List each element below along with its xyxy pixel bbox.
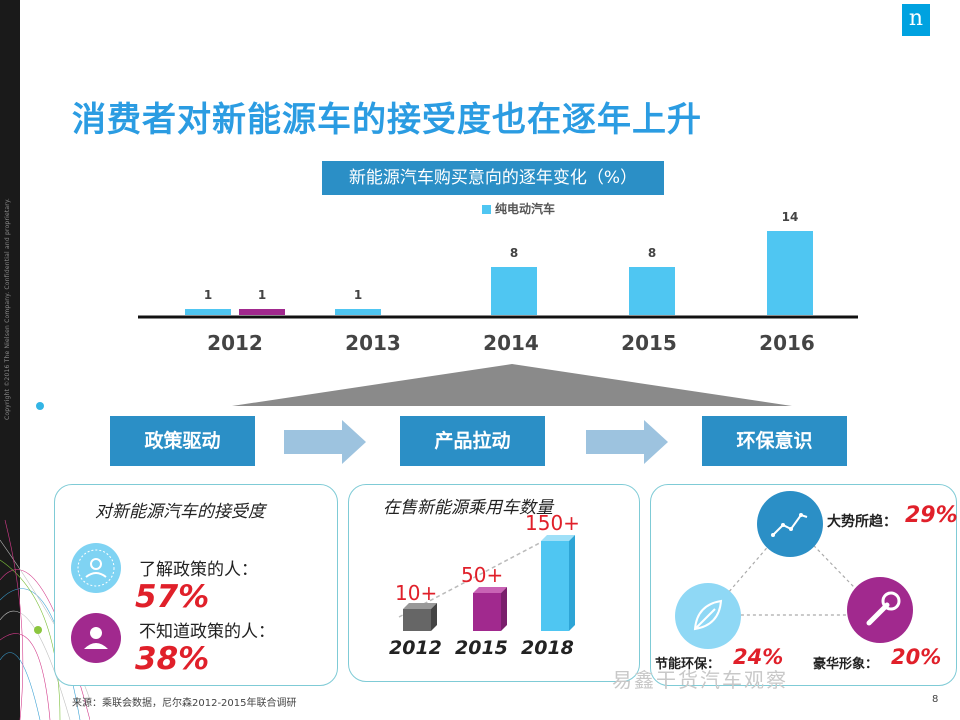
user-icon: [71, 543, 121, 593]
triangle-connector: [707, 520, 883, 616]
x-tick-label-2013: 2013: [345, 331, 401, 355]
eco-label: 节能环保：: [655, 657, 721, 672]
bar-value-label-2012-1: 1: [258, 288, 266, 302]
count-year-2015: 2015: [455, 637, 508, 659]
page-number: 8: [932, 694, 939, 705]
trend-chart-icon: [757, 491, 823, 557]
watermark-text: 易鑫干货汽车观察: [612, 668, 788, 692]
person-icon: [71, 613, 121, 663]
x-tick-label-2012: 2012: [207, 331, 263, 355]
count-2018-label: 150+: [525, 511, 580, 535]
acceptance-title: 对新能源汽车的接受度: [95, 502, 265, 522]
bar-2013-series-0: [335, 309, 381, 315]
model-count-bars: [398, 535, 575, 631]
wrench-icon: [847, 577, 913, 643]
unaware-label: 不知道政策的人：: [139, 622, 275, 642]
driver-product-box: 产品拉动: [400, 416, 545, 466]
bar-2014-series-0: [491, 267, 537, 315]
bar-2012-series-0: [185, 309, 231, 315]
leaf-icon: [675, 583, 741, 649]
bar-2012-series-1: [239, 309, 285, 315]
left-sidebar-strip: Copyright ©2016 The Nielsen Company. Con…: [0, 0, 20, 720]
legend-swatch: [482, 205, 491, 214]
count-2015-label: 50+: [461, 563, 504, 587]
bar-value-label-2015-0: 8: [648, 246, 656, 260]
bar-value-label-2016-0: 14: [782, 210, 799, 224]
luxury-value: 20%: [891, 645, 942, 669]
x-tick-label-2014: 2014: [483, 331, 539, 355]
trend-value: 29%: [905, 503, 958, 528]
nielsen-logo: n: [902, 4, 930, 36]
count-2012-label: 10+: [395, 581, 438, 605]
bar-value-label-2013-0: 1: [354, 288, 362, 302]
arrow-right-icon: [586, 420, 668, 464]
page-title: 消费者对新能源车的接受度也在逐年上升: [72, 100, 702, 140]
bar-value-label-2012-0: 1: [204, 288, 212, 302]
driver-environment-box: 环保意识: [702, 416, 847, 466]
footer-source: 来源：乘联会数据，尼尔森2012-2015年联合调研: [72, 698, 297, 709]
aware-label: 了解政策的人：: [139, 560, 258, 580]
unaware-value: 38%: [135, 641, 210, 677]
arrow-right-icon: [284, 420, 366, 464]
count-year-2012: 2012: [389, 637, 442, 659]
bar-chart: 1 1 2012 1 2013 8 2014 8 2015 14 2016: [138, 210, 858, 355]
model-count-title: 在售新能源乘用车数量: [383, 498, 553, 518]
funnel-triangle: [232, 364, 792, 406]
bar-2016-series-0: [767, 231, 813, 315]
chart-legend: 纯电动汽车: [482, 200, 555, 217]
count-year-2018: 2018: [521, 637, 574, 659]
acceptance-panel: 对新能源汽车的接受度 了解政策的人： 57% 不知道政策的人： 38%: [54, 484, 338, 686]
eco-value: 24%: [733, 645, 784, 669]
environment-panel: 大势所趋： 29% 节能环保： 24% 豪华形象： 20%: [650, 484, 958, 686]
bar-value-label-2014-0: 8: [510, 246, 518, 260]
legend-label: 纯电动汽车: [495, 202, 556, 216]
model-count-panel: 在售新能源乘用车数量 10+ 50+ 150+ 2012 2015 2018: [348, 484, 640, 682]
bar-2015-series-0: [629, 267, 675, 315]
trend-label: 大势所趋：: [827, 514, 897, 530]
aware-value: 57%: [135, 579, 210, 615]
driver-policy-box: 政策驱动: [110, 416, 255, 466]
x-tick-label-2016: 2016: [759, 331, 815, 355]
chart-title: 新能源汽车购买意向的逐年变化（%）: [322, 161, 664, 195]
luxury-label: 豪华形象：: [813, 657, 879, 672]
x-tick-label-2015: 2015: [621, 331, 677, 355]
